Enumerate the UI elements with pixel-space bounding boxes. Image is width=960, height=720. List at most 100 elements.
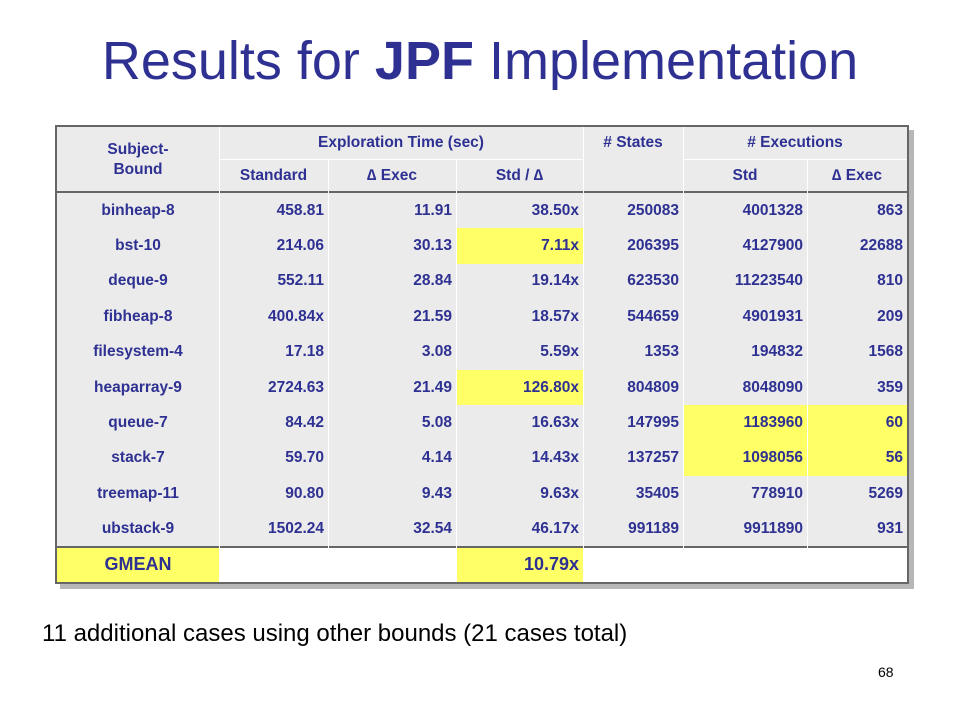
- std-executions-cell: 194832: [751, 343, 803, 361]
- subject-bound-cell: fibheap-8: [103, 307, 173, 325]
- header-divider: [57, 191, 907, 193]
- delta-executions-cell: 1568: [868, 343, 903, 361]
- delta-exec-time-cell: 3.08: [421, 343, 452, 361]
- subject-bound-cell: heaparray-9: [94, 378, 182, 396]
- std-executions-cell: 11223540: [734, 272, 803, 290]
- gmean-value: 10.79x: [456, 547, 583, 582]
- delta-exec-time-cell: 5.08: [421, 414, 452, 432]
- delta-executions-cell: 22688: [859, 237, 903, 255]
- standard-time-cell: 90.80: [285, 484, 324, 502]
- std-ratio-cell: 16.63x: [531, 414, 579, 432]
- subject-bound-cell: ubstack-9: [101, 520, 175, 538]
- std-ratio-cell: 9.63x: [540, 484, 579, 502]
- grid-line: [583, 127, 584, 582]
- std-executions-cell: 4001328: [742, 201, 803, 219]
- delta-exec-time-cell: 4.14: [421, 449, 452, 467]
- delta-executions-cell: 931: [877, 520, 903, 538]
- header-delta-exec: ∆ Exec: [367, 166, 417, 184]
- gmean-empty-cell: [683, 547, 807, 582]
- subject-bound-cell: filesystem-4: [93, 343, 183, 361]
- std-executions-cell: 778910: [751, 484, 803, 502]
- gmean-empty-cell: [583, 547, 683, 582]
- std-ratio-cell: 14.43x: [531, 449, 579, 467]
- title-emphasis: JPF: [374, 31, 474, 91]
- subject-bound-cell: binheap-8: [101, 201, 175, 219]
- subject-bound-cell: deque-9: [108, 272, 168, 290]
- delta-executions-cell: 359: [877, 378, 903, 396]
- states-cell: 137257: [627, 449, 679, 467]
- delta-exec-time-cell: 11.91: [414, 201, 452, 219]
- delta-exec-time-cell: 30.13: [413, 237, 452, 255]
- delta-executions-cell: 60: [807, 405, 907, 441]
- gmean-empty-cell: [219, 547, 328, 582]
- grid-line: [683, 159, 907, 160]
- std-executions-cell: 1183960: [683, 405, 807, 441]
- grid-line: [219, 159, 583, 160]
- std-ratio-cell: 19.14x: [531, 272, 579, 290]
- subject-bound-cell: bst-10: [115, 237, 161, 255]
- std-ratio-cell: 5.59x: [540, 343, 579, 361]
- gmean-label: GMEAN: [57, 547, 219, 582]
- std-executions-cell: 1098056: [683, 440, 807, 477]
- states-cell: 804809: [627, 378, 679, 396]
- states-cell: 250083: [627, 201, 679, 219]
- delta-executions-cell: 863: [877, 201, 903, 219]
- gmean-divider: [57, 546, 907, 548]
- header-exploration-time: Exploration Time (sec): [318, 134, 484, 151]
- page-number: 68: [878, 664, 894, 680]
- delta-exec-time-cell: 21.49: [413, 378, 452, 396]
- grid-line: [328, 159, 329, 582]
- grid-line: [683, 127, 684, 582]
- standard-time-cell: 400.84x: [267, 307, 324, 325]
- standard-time-cell: 59.70: [285, 449, 324, 467]
- results-table: Subject- Bound Exploration Time (sec) # …: [55, 125, 909, 584]
- subject-bound-cell: treemap-11: [97, 484, 179, 502]
- std-ratio-cell: 38.50x: [531, 201, 579, 219]
- gmean-empty-cell: [328, 547, 456, 582]
- standard-time-cell: 214.06: [276, 237, 324, 255]
- states-cell: 206395: [627, 237, 679, 255]
- grid-line: [456, 159, 457, 582]
- grid-line: [219, 127, 220, 582]
- std-ratio-cell: 46.17x: [531, 520, 579, 538]
- delta-exec-time-cell: 21.59: [413, 307, 452, 325]
- states-cell: 991189: [628, 520, 679, 538]
- standard-time-cell: 2724.63: [267, 378, 324, 396]
- std-ratio-cell: 7.11x: [456, 228, 583, 264]
- delta-executions-cell: 209: [877, 307, 903, 325]
- footer-note: 11 additional cases using other bounds (…: [42, 620, 628, 647]
- delta-exec-time-cell: 32.54: [413, 520, 452, 538]
- states-cell: 544659: [627, 307, 679, 325]
- std-executions-cell: 8048090: [742, 378, 803, 396]
- header-delta-exec-2: ∆ Exec: [832, 166, 882, 184]
- standard-time-cell: 458.81: [276, 201, 324, 219]
- standard-time-cell: 17.18: [285, 343, 324, 361]
- std-executions-cell: 9911890: [743, 520, 804, 538]
- grid-line: [807, 159, 808, 582]
- standard-time-cell: 552.11: [277, 272, 324, 290]
- header-states: # States: [603, 134, 663, 151]
- states-cell: 623530: [627, 272, 679, 290]
- subject-bound-cell: stack-7: [111, 449, 165, 467]
- delta-exec-time-cell: 28.84: [413, 272, 452, 290]
- header-std-ratio: Std / ∆: [495, 166, 544, 184]
- std-executions-cell: 4901931: [742, 307, 803, 325]
- standard-time-cell: 84.42: [285, 414, 324, 432]
- states-cell: 35405: [635, 484, 679, 502]
- header-std: Std: [732, 166, 758, 184]
- delta-executions-cell: 810: [877, 272, 903, 290]
- std-ratio-cell: 18.57x: [531, 307, 579, 325]
- header-subject-bound: Subject- Bound: [107, 140, 169, 178]
- header-standard: Standard: [239, 166, 308, 184]
- delta-executions-cell: 56: [807, 440, 907, 477]
- delta-exec-time-cell: 9.43: [421, 484, 452, 502]
- std-executions-cell: 4127900: [742, 237, 803, 255]
- standard-time-cell: 1502.24: [267, 520, 324, 538]
- subject-bound-cell: queue-7: [108, 414, 168, 432]
- gmean-empty-cell: [807, 547, 907, 582]
- states-cell: 147995: [627, 414, 679, 432]
- states-cell: 1353: [644, 343, 679, 361]
- delta-executions-cell: 5269: [868, 484, 903, 502]
- header-executions: # Executions: [747, 134, 843, 151]
- slide-title: Results for JPF Implementation: [101, 31, 859, 91]
